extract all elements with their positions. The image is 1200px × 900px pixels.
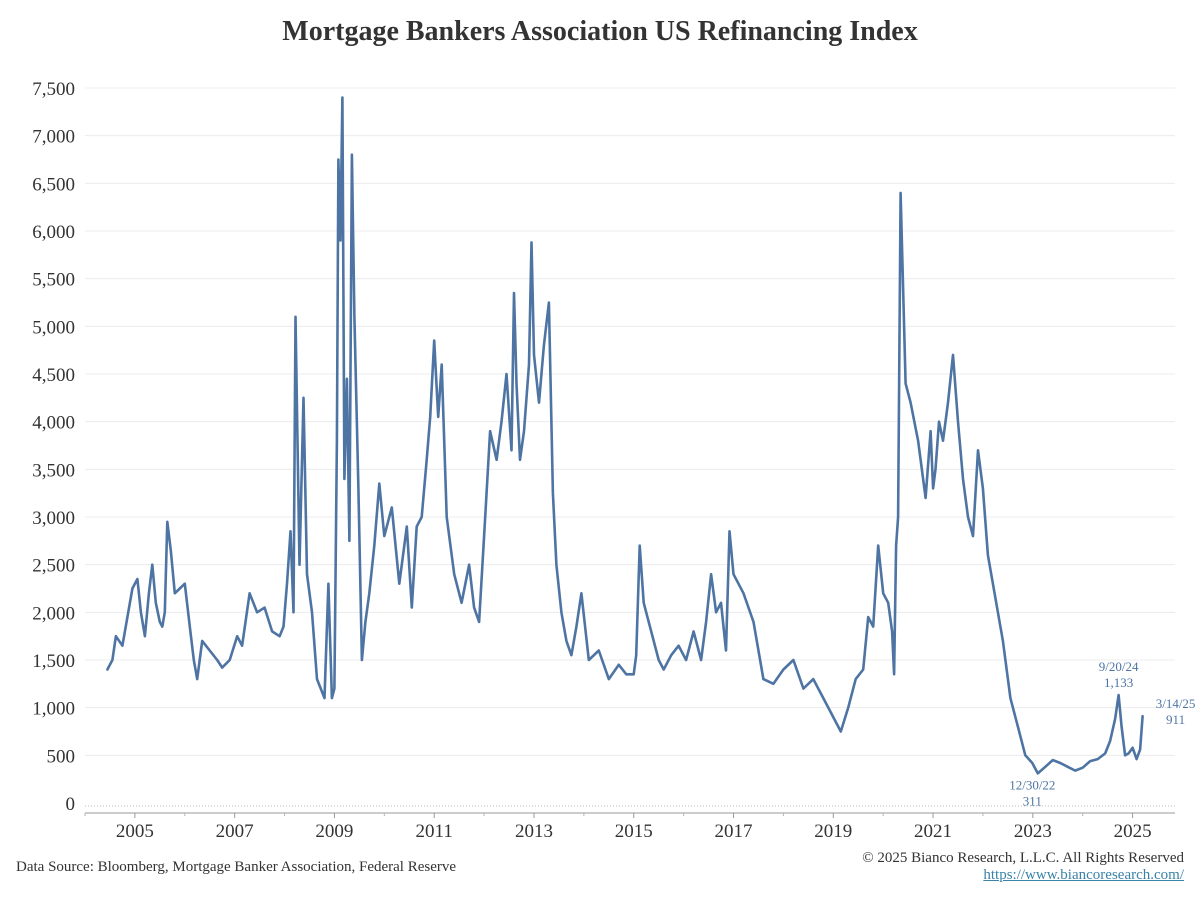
chart-title: Mortgage Bankers Association US Refinanc… xyxy=(282,16,918,47)
x-tick-label: 2025 xyxy=(1114,821,1152,842)
x-tick-label: 2021 xyxy=(914,821,952,842)
grid-lines xyxy=(85,87,1175,807)
y-tick-label: 4,500 xyxy=(32,365,75,386)
data-source-note: Data Source: Bloomberg, Mortgage Banker … xyxy=(16,859,457,875)
y-tick-label: 0 xyxy=(66,794,76,815)
y-tick-label: 3,500 xyxy=(32,460,75,481)
annotation-value: 311 xyxy=(1023,793,1042,808)
y-tick-label: 1,000 xyxy=(32,699,75,720)
y-tick-label: 6,500 xyxy=(32,174,75,195)
x-tick-label: 2007 xyxy=(216,821,254,842)
x-tick-label: 2017 xyxy=(715,821,753,842)
y-tick-label: 4,000 xyxy=(32,413,75,434)
y-tick-label: 5,500 xyxy=(32,270,75,291)
y-tick-label: 7,500 xyxy=(32,79,75,100)
y-tick-label: 1,500 xyxy=(32,651,75,672)
axes: 0 500 1,000 1,500 2,000 2,500 3,000 3,500 4,000 4… xyxy=(32,79,1175,842)
x-tick-label: 2011 xyxy=(416,821,453,842)
annotation-value: 1,133 xyxy=(1104,675,1133,690)
y-tick-label: 2,500 xyxy=(32,556,75,577)
annotation-date: 12/30/22 xyxy=(1009,777,1055,792)
annotation-date: 9/20/24 xyxy=(1099,659,1139,674)
y-tick-label: 3,000 xyxy=(32,508,75,529)
website-link[interactable]: https://www.biancoresearch.com/ xyxy=(983,867,1184,883)
x-tick-label: 2005 xyxy=(116,821,154,842)
series-line xyxy=(106,96,1144,775)
x-tick-label: 2019 xyxy=(814,821,852,842)
copyright-note: © 2025 Bianco Research, L.L.C. All Right… xyxy=(862,850,1184,866)
x-tick-label: 2009 xyxy=(315,821,353,842)
x-tick-label: 2023 xyxy=(1014,821,1052,842)
y-tick-label: 7,000 xyxy=(32,127,75,148)
x-tick-label: 2013 xyxy=(515,821,553,842)
y-tick-label: 5,000 xyxy=(32,317,75,338)
annotation-value: 911 xyxy=(1166,712,1185,727)
y-tick-label: 6,000 xyxy=(32,222,75,243)
y-tick-label: 500 xyxy=(47,746,76,767)
y-tick-label: 2,000 xyxy=(32,603,75,624)
x-tick-label: 2015 xyxy=(615,821,653,842)
series-layer xyxy=(106,96,1144,775)
annotation-date: 3/14/25 xyxy=(1156,696,1196,711)
